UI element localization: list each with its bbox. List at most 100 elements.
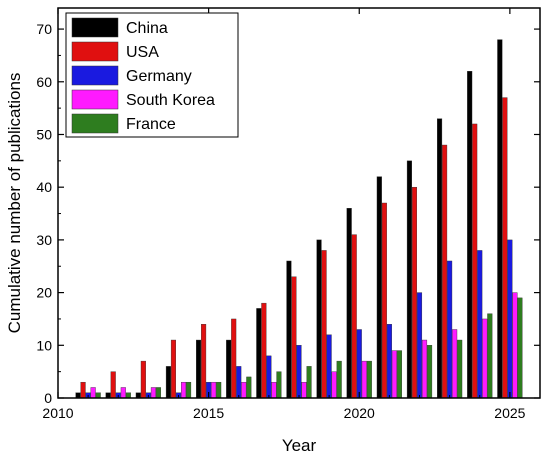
bar-usa-2012: [110, 371, 116, 399]
bar-usa-2022: [411, 186, 418, 399]
legend-label-china: China: [126, 20, 168, 37]
bar-south-korea-2017: [271, 381, 277, 399]
bar-usa-2017: [261, 302, 267, 399]
bar-usa-2021: [381, 202, 387, 399]
bar-south-korea-2020: [361, 360, 367, 399]
y-tick-label: 40: [36, 179, 52, 195]
x-tick-label: 2015: [193, 405, 224, 421]
legend-swatch-china: [71, 17, 119, 38]
bar-france-2025: [517, 297, 523, 399]
bar-china-2020: [346, 208, 352, 399]
y-tick-label: 30: [36, 232, 52, 248]
y-tick-label: 70: [36, 21, 52, 37]
legend-label-usa: USA: [126, 44, 159, 61]
bar-usa-2023: [442, 144, 448, 399]
legend: China USA Germany South Korea France: [65, 12, 239, 138]
bar-france-2017: [276, 371, 282, 399]
bar-china-2023: [437, 118, 443, 399]
legend-label-france: France: [126, 116, 176, 133]
bar-china-2021: [376, 176, 382, 399]
x-axis-title: Year: [282, 436, 317, 455]
bar-germany-2018: [296, 345, 302, 399]
bar-france-2021: [396, 350, 402, 399]
bar-usa-2016: [231, 318, 237, 399]
legend-swatch-france: [71, 113, 119, 134]
y-tick-label: 10: [36, 337, 52, 353]
bar-germany-2022: [416, 292, 423, 399]
bar-china-2024: [467, 71, 473, 399]
bar-usa-2013: [140, 360, 146, 399]
legend-label-germany: Germany: [126, 68, 192, 85]
bar-china-2014: [165, 366, 171, 399]
bar-germany-2025: [507, 239, 513, 399]
bar-france-2013: [155, 387, 161, 399]
bar-china-2011: [75, 392, 81, 399]
bar-south-korea-2024: [482, 318, 488, 399]
bar-usa-2014: [170, 339, 177, 399]
bar-germany-2017: [266, 355, 272, 399]
bar-china-2012: [105, 392, 111, 399]
bar-france-2016: [246, 376, 252, 399]
bars-layer: [75, 39, 523, 399]
bar-south-korea-2016: [241, 381, 247, 399]
y-tick-label: 0: [44, 390, 52, 406]
bar-china-2022: [406, 160, 412, 399]
bar-china-2017: [256, 308, 262, 399]
bar-germany-2019: [326, 334, 332, 399]
bar-china-2015: [196, 339, 202, 399]
bar-france-2023: [457, 339, 463, 399]
bar-germany-2023: [447, 260, 453, 399]
legend-label-south-korea: South Korea: [126, 92, 215, 109]
legend-swatch-usa: [71, 41, 119, 62]
bar-south-korea-2013: [150, 387, 156, 399]
bar-south-korea-2022: [422, 339, 428, 399]
bar-france-2012: [125, 392, 131, 399]
bar-germany-2020: [356, 329, 362, 399]
bar-south-korea-2018: [301, 381, 307, 399]
bar-china-2019: [316, 239, 322, 399]
bar-france-2019: [336, 360, 342, 399]
legend-swatch-germany: [71, 65, 119, 86]
x-tick-label: 2025: [494, 405, 525, 421]
y-tick-label: 60: [36, 74, 52, 90]
bar-france-2022: [427, 345, 433, 399]
bar-south-korea-2025: [512, 292, 518, 399]
x-tick-label: 2020: [344, 405, 375, 421]
bar-south-korea-2015: [211, 381, 217, 399]
bar-usa-2018: [291, 276, 297, 399]
bar-usa-2019: [321, 250, 327, 399]
bar-china-2013: [135, 392, 141, 399]
bar-china-2018: [286, 260, 292, 399]
bar-france-2018: [306, 366, 312, 399]
bar-south-korea-2011: [90, 387, 96, 399]
ticks-layer: 0 10 20 30 40 50 60 70 2010 2015 2020 2025: [36, 8, 540, 421]
bar-south-korea-2014: [180, 381, 187, 399]
bar-france-2011: [95, 392, 101, 399]
x-tick-label: 2010: [42, 405, 73, 421]
bar-france-2015: [216, 381, 222, 399]
y-axis-title: Cumulative number of publications: [5, 73, 24, 334]
bar-china-2016: [226, 339, 232, 399]
bar-usa-2015: [201, 324, 207, 399]
legend-items: China USA Germany South Korea France: [71, 17, 215, 134]
bar-usa-2025: [502, 97, 508, 399]
bar-germany-2024: [477, 250, 483, 399]
bar-france-2024: [487, 313, 493, 399]
bar-germany-2021: [386, 324, 392, 399]
bar-usa-2024: [472, 123, 478, 399]
bar-germany-2016: [236, 366, 242, 399]
bar-france-2020: [366, 360, 372, 399]
bar-usa-2011: [80, 381, 86, 399]
bar-usa-2020: [351, 234, 357, 399]
y-tick-label: 50: [36, 126, 52, 142]
bar-south-korea-2021: [391, 350, 397, 399]
bar-south-korea-2023: [452, 329, 458, 399]
bar-south-korea-2012: [120, 387, 126, 399]
bar-france-2014: [186, 381, 192, 399]
legend-swatch-south-korea: [71, 89, 119, 110]
bar-south-korea-2019: [331, 371, 337, 399]
y-tick-label: 20: [36, 285, 52, 301]
bar-china-2025: [497, 39, 503, 399]
